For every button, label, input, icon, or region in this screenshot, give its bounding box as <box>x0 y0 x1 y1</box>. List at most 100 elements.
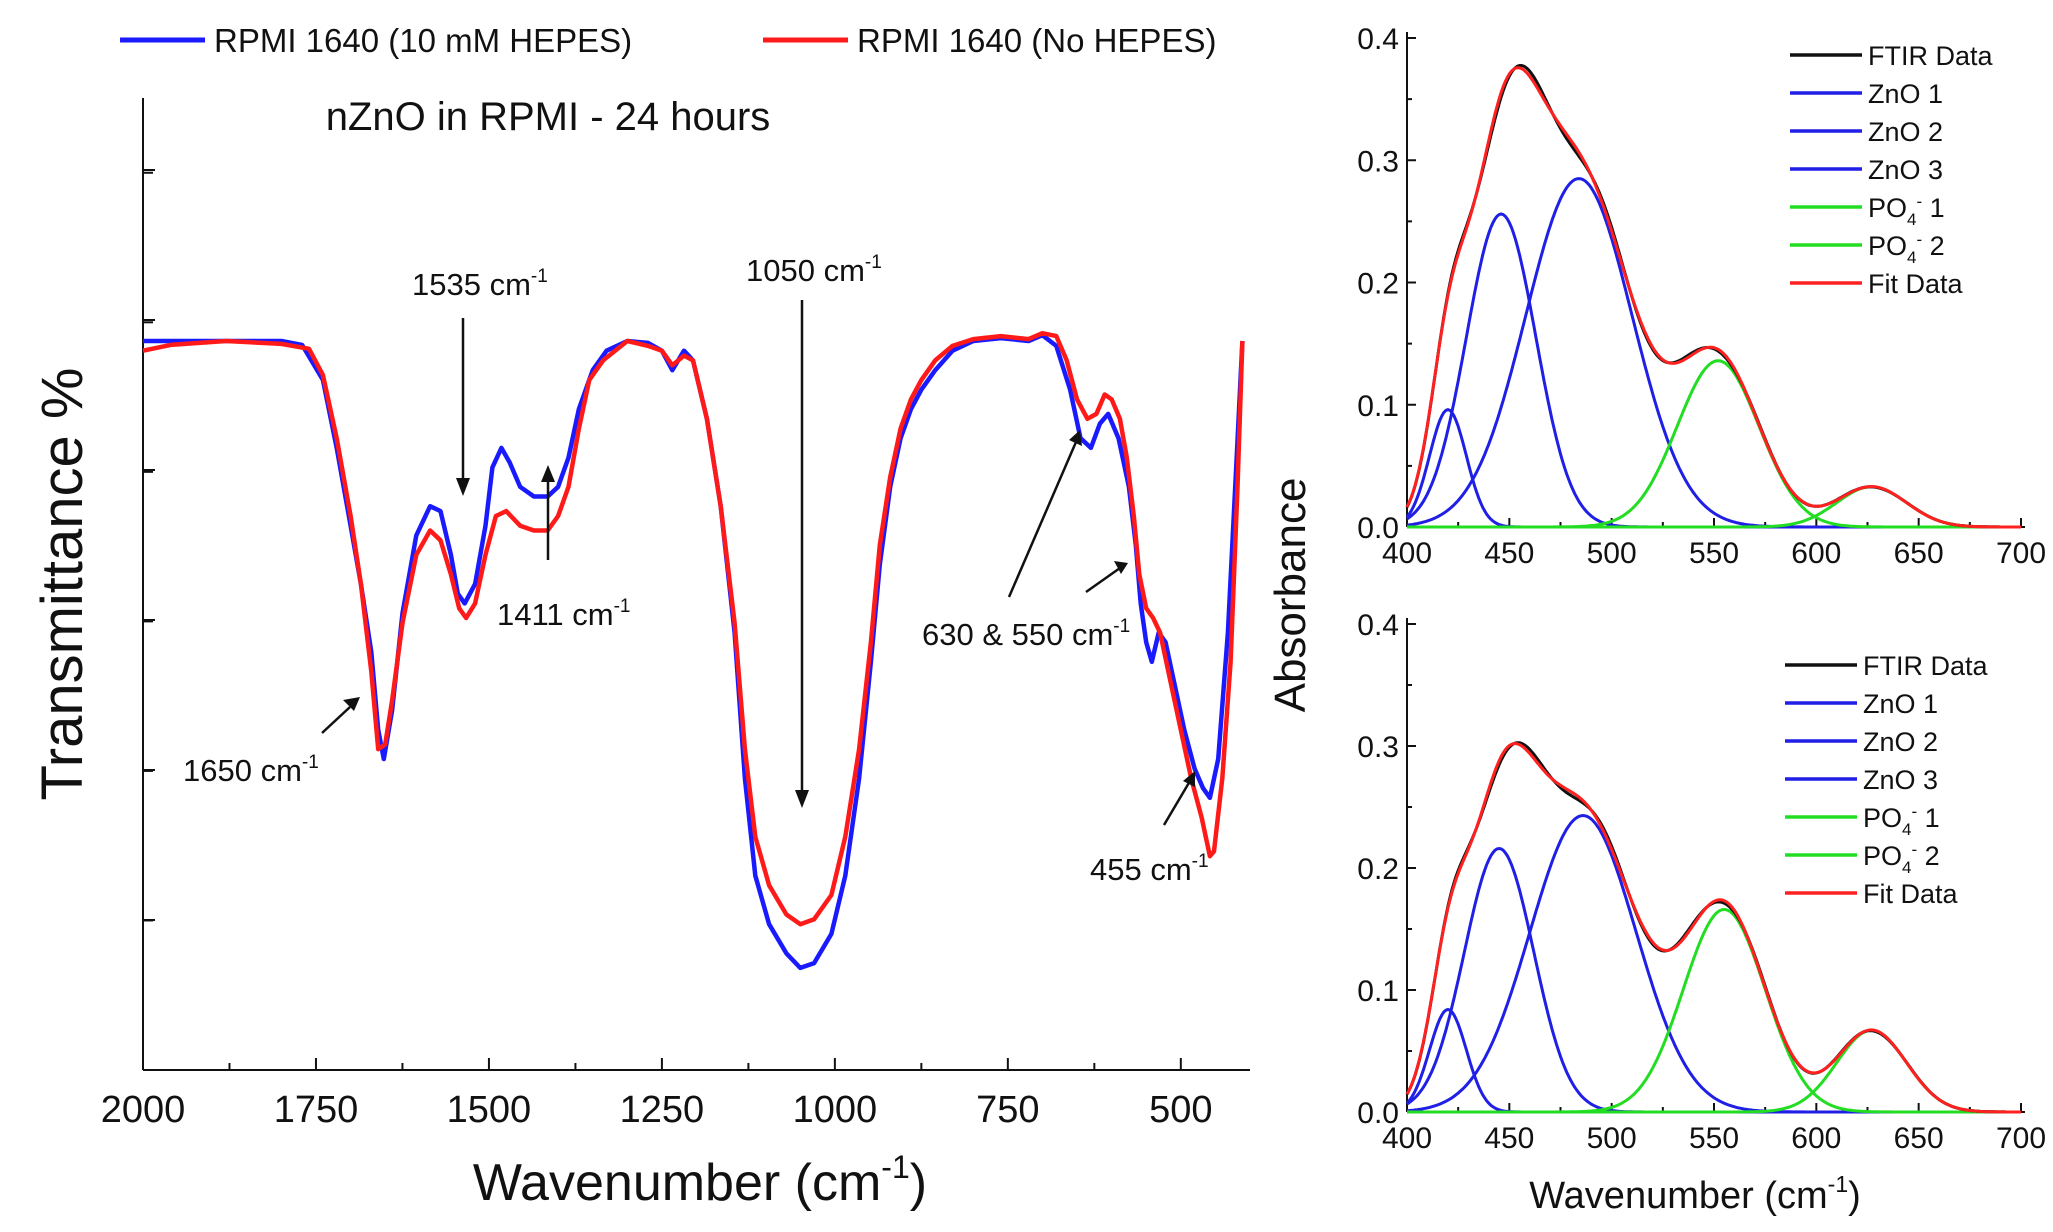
bottom-panel-legend-po4-sup: - <box>1911 802 1917 821</box>
bottom-panel-legend-label-5: PO4- 2 <box>1863 840 1940 877</box>
left-x-ticks: 2000 1750 1500 1250 1000 750 500 <box>101 1058 1213 1131</box>
arrowhead-550 <box>1114 561 1128 574</box>
annotation-1650: 1650 cm-1 <box>183 752 319 788</box>
top-panel-legend-label-1: ZnO 1 <box>1868 79 1943 109</box>
arrow-455 <box>1162 780 1192 826</box>
left-x-tick-label: 500 <box>1149 1089 1212 1131</box>
annotation-1535-main: 1535 cm <box>412 267 531 302</box>
top-panel-legend-po4-sup: - <box>1916 192 1922 211</box>
annotation-455: 455 cm-1 <box>1090 851 1209 887</box>
left-x-tick-label: 1500 <box>447 1089 532 1131</box>
annotation-630-550-sup: -1 <box>1113 616 1130 637</box>
bottom-panel-y-tick-label: 0.3 <box>1357 731 1399 764</box>
bottom-panel-legend-po4-suffix: 2 <box>1917 841 1940 871</box>
top-panel-x-tick-label: 400 <box>1382 537 1432 570</box>
bottom-panel-x-tick-label: 600 <box>1791 1122 1841 1155</box>
left-series-line-1 <box>142 330 1245 927</box>
bottom-panel-legend-po4-base: PO <box>1863 803 1902 833</box>
bottom-panel-legend-label-6: Fit Data <box>1863 879 1959 909</box>
top-panel-legend-label-0: FTIR Data <box>1868 41 1994 71</box>
top-panel-legend-label-5: PO4- 2 <box>1868 230 1945 267</box>
top-panel-legend-po4-sub: 4 <box>1907 210 1916 229</box>
annotations <box>321 300 1192 826</box>
bottom-panel-legend-label-1: ZnO 1 <box>1863 689 1938 719</box>
top-panel-x-tick-label: 500 <box>1587 537 1637 570</box>
annotation-1050: 1050 cm-1 <box>746 252 882 288</box>
bottom-panel-legend-label-4: PO4- 1 <box>1863 802 1940 839</box>
left-plot: nZnO in RPMI - 24 hours 2000 1750 1500 1250… <box>30 95 1250 1212</box>
left-x-tick-label: 1750 <box>274 1089 359 1131</box>
right-x-axis-label-sup: -1 <box>1828 1171 1848 1197</box>
left-x-axis-label-main: Wavenumber (cm <box>473 1154 881 1212</box>
top-panel-legend-po4-sup: - <box>1916 230 1922 249</box>
bottom-panel-legend-po4-sub: 4 <box>1902 820 1911 839</box>
annotation-1411-sup: -1 <box>614 596 631 617</box>
bottom-panel-legend-label-3: ZnO 3 <box>1863 765 1938 795</box>
annotation-1050-main: 1050 cm <box>746 253 865 288</box>
left-x-tick-label: 1000 <box>793 1089 878 1131</box>
annotation-1411: 1411 cm-1 <box>497 596 631 632</box>
annotation-1650-sup: -1 <box>302 752 319 773</box>
bottom-panel-y-tick-label: 0.2 <box>1357 853 1399 886</box>
top-panel-x-tick-label: 450 <box>1484 537 1534 570</box>
arrowhead-1535 <box>456 478 470 496</box>
annotation-455-main: 455 cm <box>1090 852 1192 887</box>
bottom-panel-legend-po4-suffix: 1 <box>1917 803 1940 833</box>
bottom-panel-x-tick-label: 500 <box>1587 1122 1637 1155</box>
right-y-axis-label: Absorbance <box>1266 478 1315 713</box>
top-panel-y-tick-label: 0.3 <box>1357 145 1399 178</box>
arrowhead-1650 <box>343 697 360 711</box>
annotation-1535-sup: -1 <box>531 266 548 287</box>
top-panel-x-tick-label: 650 <box>1894 537 1944 570</box>
bottom-panel-x-tick-label: 650 <box>1894 1122 1944 1155</box>
annotation-630-550-main: 630 & 550 cm <box>922 617 1113 652</box>
top-panel-y-tick-label: 0.2 <box>1357 268 1399 301</box>
top-panel-y-tick-label: 0.4 <box>1357 23 1399 56</box>
annotation-1650-main: 1650 cm <box>183 753 302 788</box>
left-x-tick-label: 750 <box>976 1089 1039 1131</box>
bottom-panel-component-5 <box>1407 1028 2021 1114</box>
left-x-axis-label-sup: -1 <box>881 1149 909 1185</box>
bottom-panel-component-4 <box>1407 907 2021 1114</box>
top-panel-component-4 <box>1407 359 2021 529</box>
arrowhead-1050 <box>795 790 809 808</box>
top-panel-legend-label-2: ZnO 2 <box>1868 117 1943 147</box>
bottom-panel-fit-data <box>1405 741 2021 1114</box>
left-y-axis-label: Transmittance % <box>30 368 95 801</box>
legend-label-hepes: RPMI 1640 (10 mM HEPES) <box>214 22 632 59</box>
top-panel-y-tick-label: 0.0 <box>1357 512 1399 545</box>
top-panel-legend-po4-base: PO <box>1868 193 1907 223</box>
bottom-panel-ftir-data <box>1405 741 2021 1114</box>
right-x-axis-label-tail: ) <box>1848 1175 1861 1217</box>
top-panel-legend-label-3: ZnO 3 <box>1868 155 1943 185</box>
bottom-panel-x-tick-label: 550 <box>1689 1122 1739 1155</box>
top-panel-legend-po4-suffix: 1 <box>1922 193 1945 223</box>
bottom-panel-x-tick-label: 450 <box>1484 1122 1534 1155</box>
left-legend: RPMI 1640 (10 mM HEPES) RPMI 1640 (No HE… <box>120 22 1216 59</box>
arrowhead-1411 <box>541 465 555 482</box>
top-panel-legend-label-6: Fit Data <box>1868 269 1964 299</box>
bottom-right-plot: 0.0 0.1 0.2 0.3 0.4 400 450 500 550 600 650 700 FTIR… <box>1357 609 2046 1155</box>
left-x-tick-label: 1250 <box>620 1089 705 1131</box>
right-x-axis-label: Wavenumber (cm-1) <box>1529 1171 1861 1217</box>
left-series <box>142 330 1245 971</box>
top-panel-legend-po4-suffix: 2 <box>1922 231 1945 261</box>
right-x-axis-label-main: Wavenumber (cm <box>1529 1175 1827 1217</box>
arrowhead-630 <box>1069 430 1082 446</box>
top-panel-x-tick-label: 600 <box>1791 537 1841 570</box>
left-x-axis-label-tail: ) <box>910 1154 927 1212</box>
arrowhead-455 <box>1183 771 1195 787</box>
left-plot-title: nZnO in RPMI - 24 hours <box>326 95 771 139</box>
annotation-1535: 1535 cm-1 <box>412 266 548 302</box>
annotation-455-sup: -1 <box>1192 851 1209 872</box>
annotation-1050-sup: -1 <box>865 252 882 273</box>
bottom-panel-y-tick-label: 0.4 <box>1357 609 1399 642</box>
bottom-panel-legend-po4-base: PO <box>1863 841 1902 871</box>
top-panel-fit-data <box>1405 66 2021 529</box>
top-panel-legend-label-4: PO4- 1 <box>1868 192 1945 229</box>
bottom-panel-legend-label-2: ZnO 2 <box>1863 727 1938 757</box>
annotation-630-550: 630 & 550 cm-1 <box>922 616 1130 652</box>
top-panel-x-tick-label: 550 <box>1689 537 1739 570</box>
left-x-tick-label: 2000 <box>101 1089 186 1131</box>
